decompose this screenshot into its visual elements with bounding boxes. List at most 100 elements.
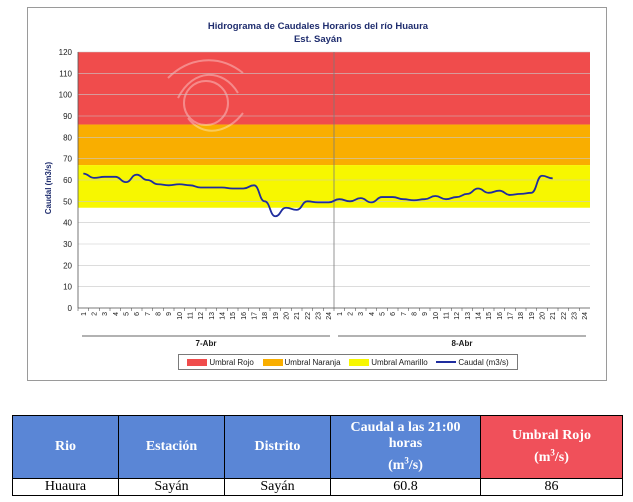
y-tick-label: 20: [63, 261, 72, 270]
x-tick-label: 23: [572, 312, 579, 320]
axes: [77, 52, 590, 309]
chart-container: Hidrograma de Caudales Horarios del río …: [27, 7, 607, 381]
y-tick-label: 70: [63, 155, 72, 164]
x-tick-label: 8: [412, 312, 419, 316]
x-tick-label: 1: [337, 312, 344, 316]
header-estacion: Estación: [118, 415, 225, 479]
x-tick-label: 11: [444, 312, 451, 319]
y-tick-label: 30: [63, 240, 72, 249]
x-tick-label: 13: [209, 312, 216, 320]
x-tick-label: 24: [326, 312, 333, 320]
x-tick-label: 15: [230, 312, 237, 320]
x-tick-label: 18: [262, 312, 269, 320]
header-rio: Rio: [12, 415, 119, 479]
watermark-logo: [167, 59, 244, 132]
x-tick-label: 16: [241, 312, 248, 320]
x-tick-label: 14: [476, 312, 483, 320]
legend-label-caudal: Caudal (m3/s): [458, 357, 509, 367]
y-tick-labels: 0 10 20 30 40 50 60 70 80 90 100 110 120: [59, 48, 73, 313]
y-tick-label: 90: [63, 112, 72, 121]
header-distrito: Distrito: [224, 415, 331, 479]
header-umbral-text: Umbral Rojo (m3/s): [512, 428, 591, 465]
y-tick-label: 80: [63, 133, 72, 142]
x-tick-label: 11: [188, 312, 195, 319]
legend-item-amarillo: Umbral Amarillo: [349, 357, 428, 367]
cell-rio: Huaura: [12, 478, 119, 496]
x-tick-label: 15: [486, 312, 493, 320]
x-tick-label: 4: [369, 312, 376, 316]
summary-table: Rio Estación Distrito Caudal a las 21:00…: [12, 415, 623, 496]
series-line-caudal: [83, 172, 553, 218]
header-umbral-rojo: Umbral Rojo (m3/s): [480, 415, 623, 479]
x-tick-label: 17: [508, 312, 515, 320]
y-tick-label: 0: [68, 304, 73, 313]
x-tick-label: 21: [294, 312, 301, 320]
x-tick-label: 3: [358, 312, 365, 316]
x-tick-label: 2: [92, 312, 99, 316]
y-tick-label: 110: [59, 69, 72, 78]
y-tick-label: 120: [59, 48, 73, 57]
y-tick-label: 100: [59, 91, 73, 100]
day-labels: 7-Abr 8-Abr: [82, 335, 586, 348]
x-tick-label: 3: [102, 312, 109, 316]
x-tick-label: 4: [113, 312, 120, 316]
x-tick-label: 19: [529, 312, 536, 320]
x-tick-label: 9: [422, 312, 429, 316]
x-tick-label: 20: [540, 312, 547, 320]
x-tick-label: 12: [454, 312, 461, 320]
x-tick-label: 14: [220, 312, 227, 320]
table-row: Huaura Sayán Sayán 60.8 86: [12, 478, 623, 496]
chart-title: Hidrograma de Caudales Horarios del río …: [208, 21, 429, 32]
x-tick-label: 1: [81, 312, 88, 316]
x-tick-label: 10: [177, 312, 184, 320]
x-tick-label: 7: [401, 312, 408, 316]
legend: Umbral Rojo Umbral Naranja Umbral Amaril…: [178, 354, 518, 370]
x-tick-label: 16: [497, 312, 504, 320]
legend-swatch-naranja: [262, 358, 283, 366]
x-tick-label: 13: [465, 312, 472, 320]
y-tick-label: 60: [63, 176, 72, 185]
y-axis-label: Caudal (m3/s): [44, 161, 53, 214]
chart-subtitle: Est. Sayán: [294, 34, 342, 45]
legend-item-rojo: Umbral Rojo: [187, 357, 254, 367]
x-tick-label: 5: [380, 312, 387, 316]
x-tick-label: 7: [145, 312, 152, 316]
cell-estacion: Sayán: [118, 478, 225, 496]
legend-label-naranja: Umbral Naranja: [284, 357, 341, 367]
x-tick-label: 23: [316, 312, 323, 320]
y-tick-label: 10: [63, 283, 72, 292]
x-tick-label: 24: [582, 312, 589, 320]
y-tick-label: 50: [63, 197, 72, 206]
x-tick-label: 20: [284, 312, 291, 320]
legend-item-caudal: Caudal (m3/s): [436, 357, 509, 367]
x-tick-label: 6: [390, 312, 397, 316]
x-tick-label: 17: [252, 312, 259, 320]
day-label: 8-Abr: [452, 339, 473, 348]
cell-caudal: 60.8: [330, 478, 481, 496]
x-tick-label: 19: [273, 312, 280, 320]
legend-swatch-rojo: [187, 358, 208, 366]
hydrograph-chart: Hidrograma de Caudales Horarios del río …: [44, 21, 590, 348]
cell-umbral-rojo: 86: [480, 478, 623, 496]
x-tick-label: 18: [518, 312, 525, 320]
x-tick-labels: 1 2 3 4 5 6 7 8 9 10 11 12 13 14 15 16 17 18 19 20 21 22 23 24 1…: [77, 308, 589, 320]
x-tick-label: 21: [550, 312, 557, 320]
legend-item-naranja: Umbral Naranja: [262, 357, 341, 367]
x-tick-label: 5: [124, 312, 131, 316]
x-tick-label: 2: [348, 312, 355, 316]
x-tick-label: 12: [198, 312, 205, 320]
x-tick-label: 22: [561, 312, 568, 320]
x-tick-label: 10: [433, 312, 440, 320]
header-caudal-text: Caudal a las 21:00 horas (m3/s): [350, 420, 461, 473]
x-tick-label: 8: [156, 312, 163, 316]
x-tick-label: 6: [134, 312, 141, 316]
legend-swatch-amarillo: [349, 358, 370, 366]
legend-label-rojo: Umbral Rojo: [209, 357, 254, 367]
day-label: 7-Abr: [196, 339, 217, 348]
table-header-row: Rio Estación Distrito Caudal a las 21:00…: [12, 415, 623, 479]
x-tick-label: 22: [305, 312, 312, 320]
x-tick-label: 9: [166, 312, 173, 316]
header-caudal: Caudal a las 21:00 horas (m3/s): [330, 415, 481, 479]
legend-label-amarillo: Umbral Amarillo: [371, 357, 428, 367]
series-lines: [83, 172, 553, 218]
